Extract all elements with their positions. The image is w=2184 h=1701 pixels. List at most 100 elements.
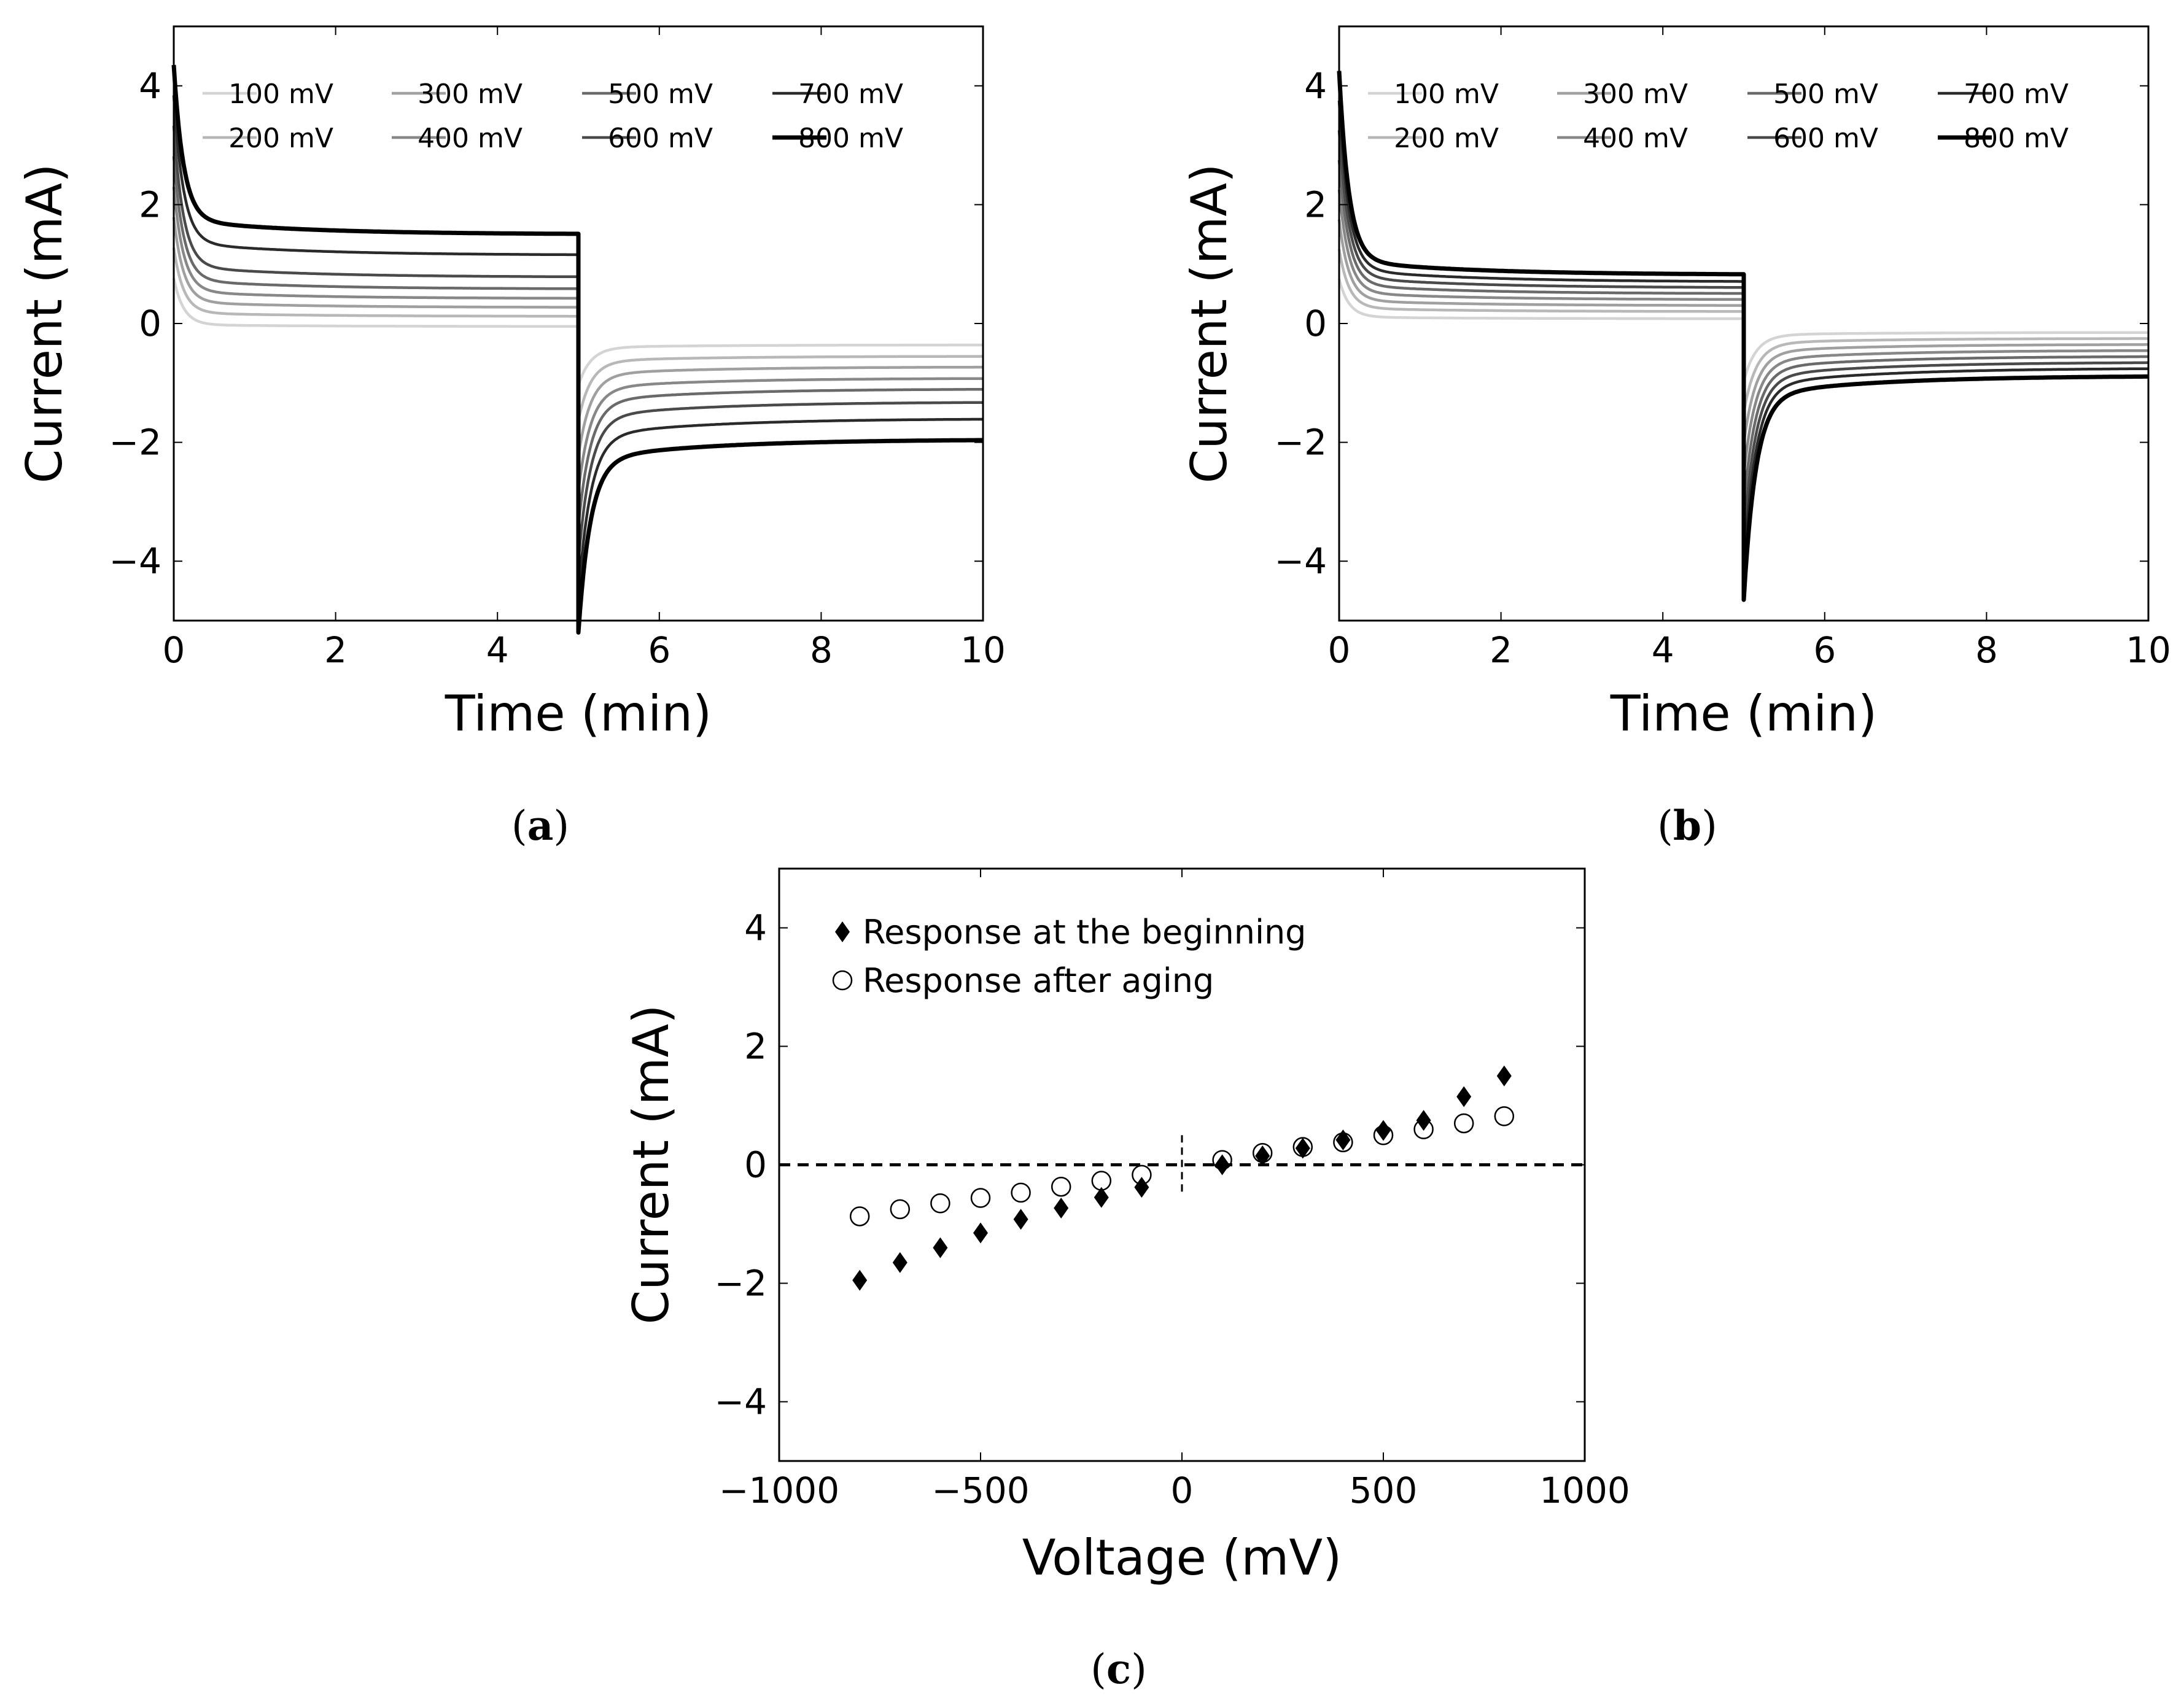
panel-c-point-circle bbox=[1373, 1125, 1394, 1145]
panel-b-x-axis-title: Time (min) bbox=[1610, 685, 1878, 742]
b-x-tick-label: 10 bbox=[2126, 629, 2171, 671]
panel-c-ticks: −1000 −500 0 500 1000 −4 −2 0 2 4 bbox=[715, 869, 1630, 1511]
panel-c-point-circle bbox=[849, 1206, 870, 1226]
a-legend-label: 400 mV bbox=[418, 123, 523, 154]
panel-c-legend-label: Response after aging bbox=[863, 961, 1214, 1000]
panel-a-caption: (a) bbox=[511, 802, 569, 850]
b-legend-label: 700 mV bbox=[1964, 79, 2069, 110]
panel-c-point-diamond bbox=[892, 1252, 907, 1273]
panel-c-point-diamond bbox=[1013, 1209, 1028, 1230]
a-x-tick-label: 10 bbox=[960, 629, 1006, 671]
c-y-tick-label: 2 bbox=[744, 1026, 767, 1067]
panel-b-series bbox=[1337, 71, 2149, 602]
panel-c-caption-letter: c bbox=[1106, 1645, 1131, 1693]
panel-b-legend: 100 mV 300 mV 500 mV 700 mV 200 mV 400 mV 600 … bbox=[1368, 79, 2069, 154]
c-y-tick-label: 0 bbox=[744, 1144, 767, 1186]
panel-c-point-diamond bbox=[933, 1237, 948, 1258]
panel-a-caption-open: ( bbox=[511, 802, 527, 850]
panel-c-point-circle bbox=[1333, 1132, 1353, 1153]
b-x-tick-label: 4 bbox=[1652, 629, 1674, 671]
panel-c-legend: Response at the beginning Response after … bbox=[832, 913, 1306, 1000]
panel-a-x-axis-title: Time (min) bbox=[445, 685, 712, 742]
a-y-tick-label: −4 bbox=[109, 540, 162, 582]
panel-c-point-circle bbox=[1051, 1176, 1071, 1197]
panel-c-reference-lines bbox=[779, 1135, 1585, 1195]
a-y-tick-label: 0 bbox=[139, 303, 161, 344]
b-legend-label: 400 mV bbox=[1583, 123, 1688, 154]
panel-b-caption: (b) bbox=[1657, 802, 1717, 850]
a-legend-label: 200 mV bbox=[228, 123, 333, 154]
panel-b: 0 2 4 6 8 10 −4 −2 0 2 4 100 mV 300 mV 500 mV 700 mV 2… bbox=[1181, 25, 2171, 850]
c-x-tick-label: −500 bbox=[931, 1470, 1029, 1511]
panel-c-point-circle bbox=[1413, 1119, 1434, 1139]
b-x-tick-label: 8 bbox=[1975, 629, 1998, 671]
panel-a: 0 2 4 6 8 10 −4 −2 0 2 4 100 mV 300 mV 500 mV 700 mV 2… bbox=[16, 25, 1006, 850]
b-x-tick-label: 6 bbox=[1813, 629, 1836, 671]
b-legend-label: 300 mV bbox=[1583, 79, 1688, 110]
panel-c-point-circle bbox=[1453, 1113, 1474, 1134]
a-legend-label: 600 mV bbox=[608, 123, 713, 154]
c-y-tick-label: −2 bbox=[715, 1263, 768, 1304]
b-x-tick-label: 0 bbox=[1328, 629, 1351, 671]
panel-c-caption: (c) bbox=[1090, 1645, 1147, 1693]
panel-c-point-circle bbox=[1011, 1182, 1031, 1203]
panel-c-point-diamond bbox=[1134, 1177, 1149, 1198]
panel-c-point-diamond bbox=[1094, 1187, 1109, 1208]
b-y-tick-label: 2 bbox=[1304, 184, 1327, 225]
panel-b-caption-open: ( bbox=[1657, 802, 1673, 850]
a-y-tick-label: 4 bbox=[139, 65, 161, 107]
b-legend-label: 800 mV bbox=[1964, 123, 2069, 154]
b-y-tick-label: 0 bbox=[1304, 303, 1327, 344]
a-x-tick-label: 4 bbox=[486, 629, 509, 671]
panel-c-point-circle bbox=[890, 1199, 911, 1220]
b-x-tick-label: 2 bbox=[1490, 629, 1512, 671]
panel-c-point-diamond bbox=[1214, 1154, 1230, 1176]
panel-c-point-circle bbox=[1091, 1171, 1112, 1191]
a-legend-label: 800 mV bbox=[798, 123, 903, 154]
a-legend-label: 500 mV bbox=[608, 79, 713, 110]
panel-c-caption-open: ( bbox=[1090, 1646, 1106, 1693]
panel-c-legend-diamond-marker bbox=[835, 921, 850, 942]
panel-b-caption-close: ) bbox=[1701, 802, 1717, 850]
b-legend-label: 100 mV bbox=[1394, 79, 1499, 110]
panel-c-point-circle bbox=[1494, 1106, 1515, 1126]
panel-c-points bbox=[849, 1065, 1515, 1291]
a-legend-label: 700 mV bbox=[798, 79, 903, 110]
panel-c-legend-label: Response at the beginning bbox=[863, 913, 1306, 951]
b-legend-label: 200 mV bbox=[1394, 123, 1499, 154]
c-x-tick-label: 500 bbox=[1350, 1470, 1418, 1511]
a-legend-label: 100 mV bbox=[228, 79, 333, 110]
a-legend-label: 300 mV bbox=[418, 79, 523, 110]
panel-c-point-diamond bbox=[1335, 1129, 1351, 1150]
panel-c-point-circle bbox=[1252, 1142, 1273, 1163]
panel-c-point-diamond bbox=[852, 1269, 868, 1291]
panel-c-caption-close: ) bbox=[1131, 1646, 1147, 1693]
b-legend-label: 600 mV bbox=[1773, 123, 1878, 154]
panel-c-point-circle bbox=[1132, 1164, 1152, 1185]
c-y-tick-label: 4 bbox=[744, 907, 767, 949]
a-x-tick-label: 2 bbox=[324, 629, 347, 671]
a-y-tick-label: 2 bbox=[139, 184, 161, 225]
panel-c-point-circle bbox=[930, 1193, 950, 1214]
panel-c-x-axis-title: Voltage (mV) bbox=[1022, 1529, 1342, 1586]
c-x-tick-label: −1000 bbox=[719, 1470, 839, 1511]
a-series-line bbox=[171, 64, 984, 635]
panel-a-caption-close: ) bbox=[553, 802, 569, 850]
panel-c-point-diamond bbox=[1496, 1065, 1512, 1087]
panel-b-ticks: 0 2 4 6 8 10 −4 −2 0 2 4 bbox=[1275, 26, 2171, 671]
panel-c-point-diamond bbox=[1376, 1120, 1391, 1141]
b-legend-label: 500 mV bbox=[1773, 79, 1878, 110]
panel-a-ticks: 0 2 4 6 8 10 −4 −2 0 2 4 bbox=[109, 26, 1006, 671]
panel-c-point-circle bbox=[1292, 1137, 1313, 1157]
b-y-tick-label: 4 bbox=[1304, 65, 1327, 107]
a-x-tick-label: 0 bbox=[163, 629, 185, 671]
c-x-tick-label: 0 bbox=[1171, 1470, 1194, 1511]
b-series-line bbox=[1337, 71, 2149, 602]
panel-c-point-circle bbox=[1212, 1150, 1232, 1171]
panel-c-point-diamond bbox=[1456, 1086, 1472, 1107]
panel-b-caption-letter: b bbox=[1673, 802, 1701, 850]
a-x-tick-label: 6 bbox=[648, 629, 670, 671]
b-y-tick-label: −4 bbox=[1275, 540, 1327, 582]
